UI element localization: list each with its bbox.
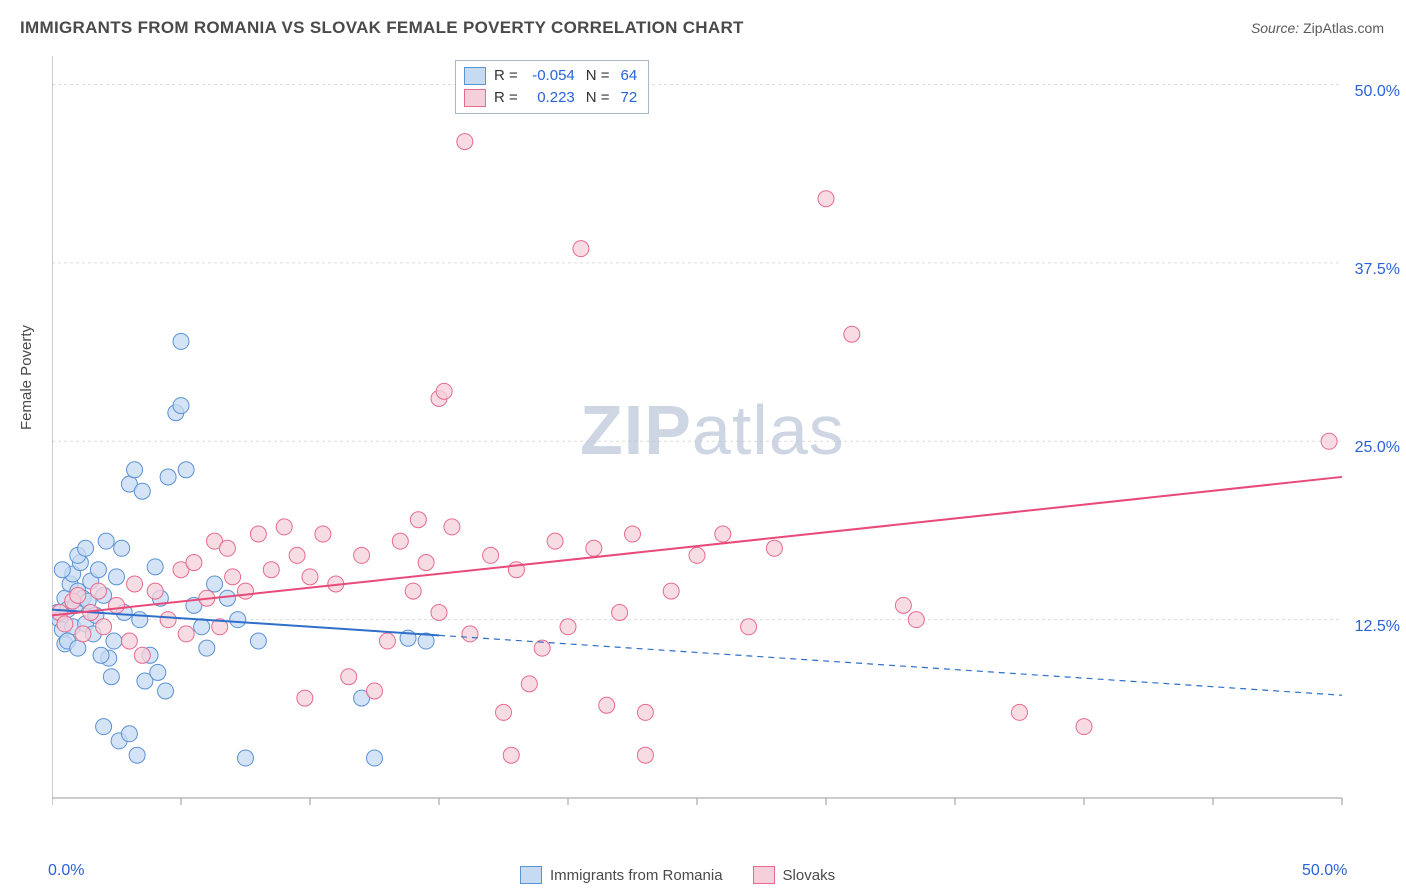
chart-page: IMMIGRANTS FROM ROMANIA VS SLOVAK FEMALE… <box>0 0 1406 892</box>
legend-label-1: Immigrants from Romania <box>550 867 723 884</box>
source-credit: Source: ZipAtlas.com <box>1251 20 1384 36</box>
chart-title: IMMIGRANTS FROM ROMANIA VS SLOVAK FEMALE… <box>20 18 744 38</box>
y-tick-label: 25.0% <box>1355 439 1400 457</box>
legend-swatch-2 <box>753 866 775 884</box>
bottom-legend: Immigrants from Romania Slovaks <box>520 866 835 884</box>
legend-label-2: Slovaks <box>783 867 836 884</box>
y-axis-label: Female Poverty <box>18 325 35 430</box>
stats-row-series-2: R = 0.223 N = 72 <box>464 87 640 109</box>
stat-n-value-1: 64 <box>618 65 641 87</box>
swatch-series-1 <box>464 67 486 85</box>
stat-r-label-1: R = <box>494 65 518 87</box>
source-name: ZipAtlas.com <box>1303 20 1384 36</box>
legend-swatch-1 <box>520 866 542 884</box>
x-tick-label: 50.0% <box>1302 862 1347 880</box>
y-tick-label: 37.5% <box>1355 261 1400 279</box>
stat-r-label-2: R = <box>494 87 518 109</box>
legend-item-2: Slovaks <box>753 866 836 884</box>
stat-n-label-1: N = <box>586 65 610 87</box>
scatter-chart-svg <box>52 56 1380 836</box>
chart-area <box>52 56 1380 836</box>
legend-item-1: Immigrants from Romania <box>520 866 723 884</box>
y-tick-label: 12.5% <box>1355 618 1400 636</box>
stats-row-series-1: R = -0.054 N = 64 <box>464 65 640 87</box>
stat-n-value-2: 72 <box>618 87 641 109</box>
stats-legend-box: R = -0.054 N = 64 R = 0.223 N = 72 <box>455 60 649 114</box>
stat-r-value-1: -0.054 <box>526 65 578 87</box>
x-tick-label: 0.0% <box>48 862 84 880</box>
y-tick-label: 50.0% <box>1355 83 1400 101</box>
stat-n-label-2: N = <box>586 87 610 109</box>
source-prefix: Source: <box>1251 20 1303 36</box>
swatch-series-2 <box>464 89 486 107</box>
stat-r-value-2: 0.223 <box>526 87 578 109</box>
